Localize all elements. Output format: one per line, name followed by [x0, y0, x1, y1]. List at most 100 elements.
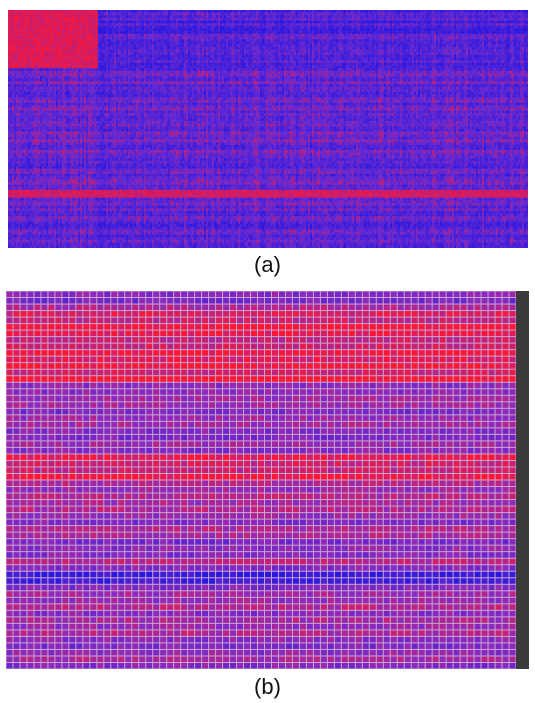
- heatmap-a-cell: [454, 57, 457, 61]
- heatmap-a-cell: [332, 41, 335, 45]
- heatmap-a-cell: [324, 47, 327, 50]
- heatmap-a-cell: [18, 23, 21, 27]
- heatmap-a-cell: [404, 10, 407, 13]
- heatmap-a-cell: [488, 54, 491, 58]
- heatmap-a-cell: [152, 17, 155, 21]
- heatmap-a-cell: [440, 33, 443, 37]
- heatmap-a-cell: [318, 41, 321, 45]
- heatmap-a-cell: [36, 39, 39, 43]
- heatmap-a-cell: [24, 15, 27, 19]
- heatmap-a-cell: [170, 15, 173, 19]
- heatmap-a-cell: [272, 54, 275, 58]
- heatmap-a-cell: [128, 41, 131, 45]
- heatmap-a-cell: [338, 36, 341, 40]
- heatmap-a-cell: [176, 49, 179, 53]
- heatmap-a-cell: [158, 28, 161, 32]
- heatmap-a-cell: [116, 49, 119, 53]
- heatmap-a-cell: [348, 17, 351, 21]
- heatmap-a-cell: [422, 52, 425, 56]
- heatmap-a-cell: [412, 44, 415, 48]
- heatmap-a-cell: [64, 31, 67, 35]
- heatmap-a-cell: [164, 41, 167, 45]
- heatmap-a-cell: [356, 47, 359, 50]
- heatmap-a-cell: [54, 31, 57, 35]
- heatmap-a-cell: [358, 17, 361, 21]
- heatmap-a-cell: [222, 12, 225, 16]
- heatmap-a-cell: [334, 36, 337, 40]
- heatmap-a-cell: [516, 49, 519, 53]
- heatmap-a-cell: [494, 44, 497, 48]
- heatmap-a-cell: [252, 25, 255, 29]
- heatmap-a-cell: [462, 25, 465, 29]
- heatmap-a-cell: [412, 23, 415, 27]
- heatmap-a-cell: [498, 25, 501, 29]
- heatmap-a-cell: [318, 23, 321, 27]
- heatmap-a-cell: [66, 20, 69, 24]
- heatmap-a-cell: [90, 36, 93, 40]
- heatmap-a-cell: [426, 23, 429, 27]
- heatmap-a-cell: [100, 10, 103, 13]
- heatmap-a-cell: [304, 36, 307, 40]
- heatmap-a-cell: [516, 33, 519, 37]
- heatmap-a-cell: [256, 20, 259, 24]
- heatmap-a-cell: [86, 25, 89, 29]
- heatmap-a-cell: [24, 25, 27, 29]
- heatmap-a-cell: [230, 23, 233, 27]
- heatmap-a-cell: [18, 15, 21, 19]
- heatmap-a-cell: [148, 41, 151, 45]
- heatmap-a-cell: [332, 39, 335, 43]
- heatmap-a-cell: [12, 23, 15, 27]
- heatmap-a-cell: [270, 39, 273, 43]
- heatmap-a-cell: [402, 39, 405, 43]
- heatmap-a-cell: [444, 36, 447, 40]
- heatmap-a-cell: [470, 47, 473, 50]
- heatmap-a-cell: [60, 39, 63, 43]
- heatmap-a-cell: [24, 44, 27, 48]
- heatmap-a-cell: [404, 28, 407, 32]
- heatmap-a-cell: [308, 54, 311, 58]
- heatmap-a-cell: [456, 36, 459, 40]
- heatmap-a-cell: [456, 47, 459, 50]
- heatmap-a-cell: [266, 17, 269, 21]
- heatmap-a-cell: [382, 10, 385, 13]
- heatmap-a-cell: [376, 20, 379, 24]
- heatmap-a-cell: [152, 36, 155, 40]
- heatmap-a-cell: [18, 39, 21, 43]
- heatmap-a-cell: [334, 20, 337, 24]
- heatmap-a-cell: [312, 28, 315, 32]
- heatmap-a-cell: [460, 39, 463, 43]
- heatmap-a-cell: [68, 60, 71, 64]
- heatmap-a-cell: [150, 33, 153, 37]
- heatmap-a-cell: [412, 33, 415, 37]
- heatmap-a-cell: [186, 33, 189, 37]
- heatmap-a-cell: [460, 41, 463, 45]
- heatmap-a-cell: [166, 44, 169, 48]
- heatmap-a-cell: [26, 49, 29, 53]
- heatmap-a-cell: [346, 36, 349, 40]
- heatmap-a-cell: [408, 12, 411, 16]
- heatmap-a-cell: [480, 47, 483, 50]
- heatmap-a-cell: [212, 15, 215, 19]
- heatmap-a-cell: [364, 20, 367, 24]
- heatmap-a-cell: [210, 54, 213, 58]
- heatmap-a-cell: [278, 20, 281, 24]
- heatmap-a-cell: [424, 23, 427, 27]
- heatmap-a-cell: [328, 12, 331, 16]
- heatmap-a-cell: [396, 54, 399, 58]
- heatmap-a-cell: [104, 23, 107, 27]
- heatmap-a-cell: [500, 25, 503, 29]
- heatmap-a-cell: [88, 52, 91, 56]
- heatmap-a-cell: [262, 17, 265, 21]
- heatmap-a-cell: [430, 36, 433, 40]
- heatmap-a-cell: [106, 20, 109, 24]
- heatmap-a-cell: [370, 52, 373, 56]
- heatmap-a-cell: [498, 33, 501, 37]
- heatmap-a-cell: [380, 39, 383, 43]
- heatmap-a-cell: [182, 54, 185, 58]
- heatmap-a-cell: [310, 52, 313, 56]
- heatmap-a-cell: [56, 25, 59, 29]
- heatmap-a-cell: [10, 57, 13, 61]
- heatmap-a-cell: [428, 36, 431, 40]
- heatmap-a-cell: [294, 31, 297, 35]
- heatmap-a-cell: [340, 54, 343, 58]
